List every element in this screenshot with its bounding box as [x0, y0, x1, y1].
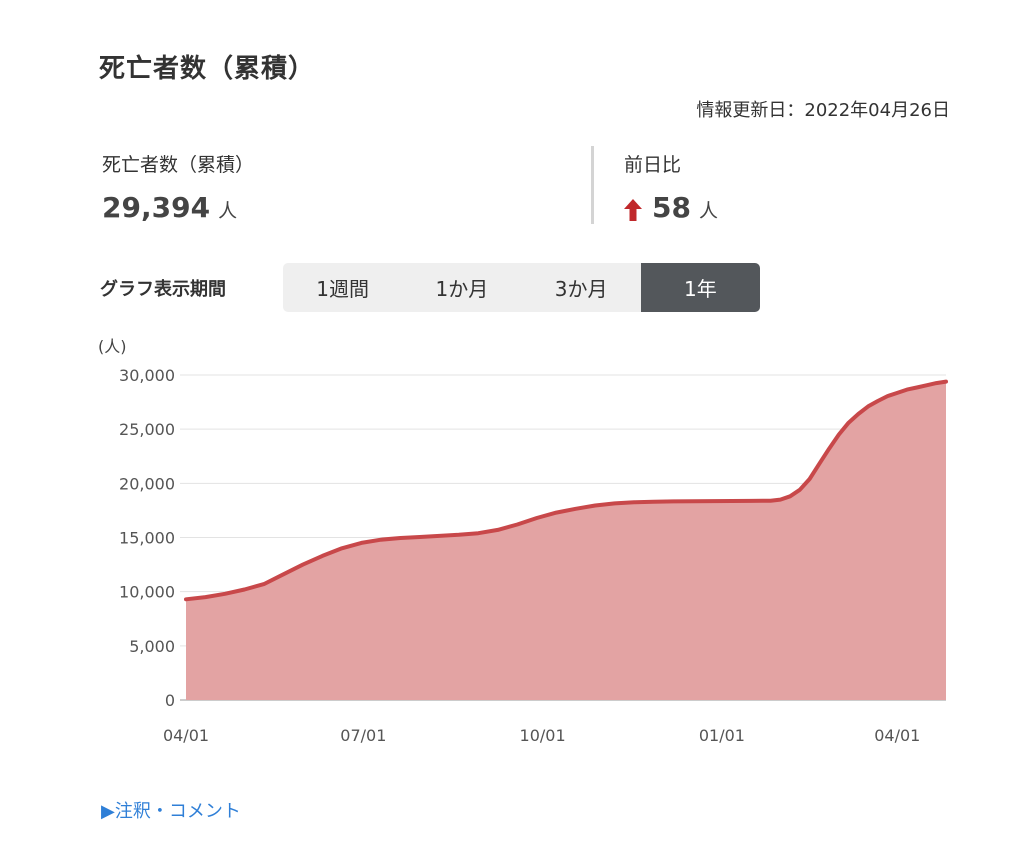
period-selector: 1週間 1か月 3か月 1年	[283, 263, 760, 312]
diff-label: 前日比	[624, 154, 682, 176]
diff-value: 58	[652, 191, 691, 224]
total-value-row: 29,394 人	[102, 191, 254, 224]
total-stat: 死亡者数（累積） 29,394 人	[102, 150, 254, 224]
diff-unit: 人	[698, 200, 718, 222]
series-line	[184, 379, 948, 602]
period-label: グラフ表示期間	[100, 279, 226, 300]
x-tick-label: 04/01	[874, 726, 920, 745]
period-1month-button[interactable]: 1か月	[435, 277, 489, 301]
period-1year-button[interactable]: 1年	[640, 263, 760, 312]
total-value: 29,394	[102, 191, 211, 224]
series-area	[186, 381, 946, 700]
period-3months-button[interactable]: 3か月	[554, 277, 608, 301]
diff-stat: 前日比 58 人	[624, 150, 718, 224]
update-date: 情報更新日：2022年04月26日	[696, 100, 950, 121]
x-tick-label: 01/01	[699, 726, 745, 745]
y-tick-label: 10,000	[119, 583, 175, 602]
y-tick-label: 25,000	[119, 420, 175, 439]
total-label: 死亡者数（累積）	[102, 154, 255, 176]
x-tick-label: 07/01	[340, 726, 386, 745]
diff-value-row: 58 人	[624, 191, 718, 224]
total-unit: 人	[218, 200, 238, 222]
y-tick-label: 20,000	[119, 474, 175, 493]
x-tick-label: 10/01	[520, 726, 566, 745]
y-tick-label: 15,000	[119, 529, 175, 548]
y-tick-label: 5,000	[129, 637, 175, 656]
y-tick-label: 0	[165, 691, 175, 710]
y-tick-label: 30,000	[119, 366, 175, 385]
x-tick-label: 04/01	[163, 726, 209, 745]
notes-link[interactable]: ▶注釈・コメント	[101, 801, 241, 822]
stat-divider	[591, 146, 594, 224]
page-title: 死亡者数（累積）	[99, 54, 316, 84]
death-count-chart: (人) 30,000 25,000 20,000 15,000 10,000 5,000 0 0…	[98, 337, 948, 745]
up-arrow-icon	[624, 198, 642, 221]
y-axis-unit-label: (人)	[98, 337, 127, 356]
period-1week-button[interactable]: 1週間	[316, 277, 369, 301]
